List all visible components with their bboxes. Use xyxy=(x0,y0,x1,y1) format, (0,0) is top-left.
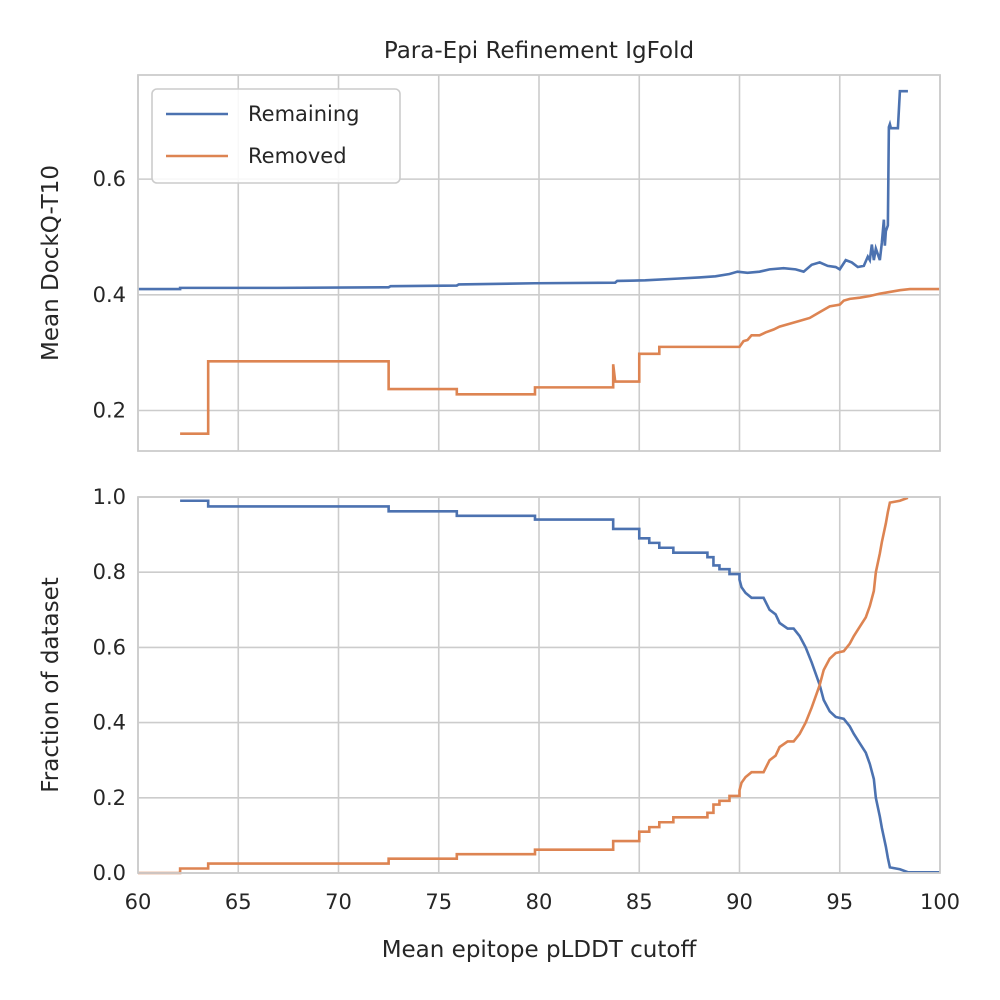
legend: Remaining Removed xyxy=(151,88,401,184)
top-y-tick-label: 0.2 xyxy=(93,399,126,423)
bottom-panel: 0.0 0.2 0.4 0.6 0.8 1.0 60 65 70 75 80 85 90 95 100 F… xyxy=(38,485,960,963)
bottom-y-axis-label: Fraction of dataset xyxy=(38,577,64,793)
x-tick-label: 75 xyxy=(425,890,452,914)
top-y-tick-label: 0.4 xyxy=(93,283,126,307)
top-panel: 0.2 0.4 0.6 Para-Epi Refinement IgFold Mea… xyxy=(38,38,941,452)
top-y-axis-label: Mean DockQ-T10 xyxy=(38,165,64,361)
bot-y-tick-label: 0.2 xyxy=(93,786,126,810)
bot-y-tick-label: 0.8 xyxy=(93,560,126,584)
x-tick-label: 90 xyxy=(726,890,753,914)
bottom-plot-frame xyxy=(137,496,941,874)
top-y-tick-labels: 0.2 0.4 0.6 xyxy=(93,167,126,422)
x-tick-label: 70 xyxy=(325,890,352,914)
bot-series-line-removed xyxy=(138,496,909,875)
x-axis-label: Mean epitope pLDDT cutoff xyxy=(382,937,698,963)
bot-y-tick-label: 0.6 xyxy=(93,635,126,659)
legend-box xyxy=(151,88,401,184)
x-tick-label: 95 xyxy=(826,890,853,914)
chart-title: Para-Epi Refinement IgFold xyxy=(384,38,694,64)
bottom-series-lines xyxy=(138,496,940,875)
top-series-line-removed xyxy=(180,287,940,435)
top-series-lines xyxy=(138,89,940,435)
top-series-line-remaining xyxy=(138,89,908,291)
top-y-tick-label: 0.6 xyxy=(93,167,126,191)
bot-series-line-remaining xyxy=(180,499,940,874)
x-tick-label: 100 xyxy=(920,890,960,914)
bot-y-tick-label: 1.0 xyxy=(93,485,126,509)
legend-label-removed: Removed xyxy=(248,144,347,168)
bot-y-tick-label: 0.4 xyxy=(93,711,126,735)
x-tick-label: 65 xyxy=(225,890,252,914)
bot-y-tick-label: 0.0 xyxy=(93,861,126,885)
x-tick-label: 85 xyxy=(626,890,653,914)
x-tick-labels: 60 65 70 75 80 85 90 95 100 xyxy=(125,890,960,914)
legend-label-remaining: Remaining xyxy=(248,102,360,126)
bottom-y-tick-labels: 0.0 0.2 0.4 0.6 0.8 1.0 xyxy=(93,485,126,885)
x-tick-label: 80 xyxy=(526,890,553,914)
x-tick-label: 60 xyxy=(125,890,152,914)
top-plot-frame xyxy=(137,74,941,452)
